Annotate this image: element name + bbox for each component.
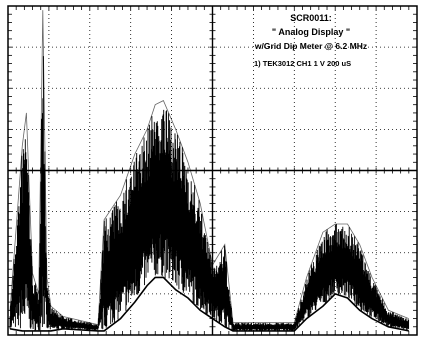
ch1-envelope-min xyxy=(9,276,409,332)
ch1-envelope-max xyxy=(9,10,409,326)
ch1-trace xyxy=(9,10,410,332)
annotation-line-3: w/Grid Dip Meter @ 6.2 MHz xyxy=(254,41,367,51)
screen-frame xyxy=(7,5,418,336)
annotation-line-2: " Analog Display " xyxy=(272,27,350,37)
annotation-line-4: 1) TEK3012 CH1 1 V 200 uS xyxy=(254,59,351,68)
annotation-line-1: SCR0011: xyxy=(290,13,332,23)
